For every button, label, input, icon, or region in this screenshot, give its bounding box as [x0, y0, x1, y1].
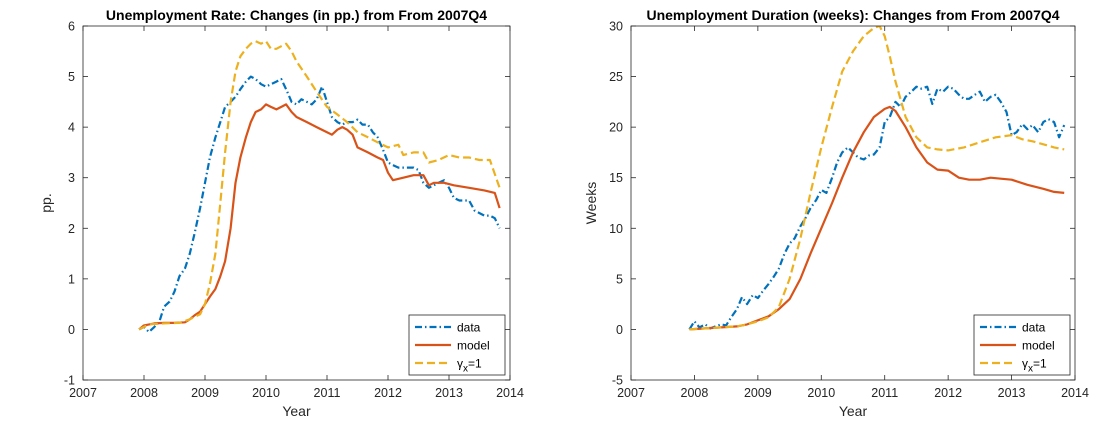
y-axis-label: Weeks	[583, 182, 599, 225]
y-tick-label: 4	[68, 121, 75, 135]
y-tick-label: 0	[616, 323, 623, 337]
legend-label: model	[457, 339, 490, 353]
legend-label: data	[1022, 321, 1046, 335]
x-tick-label: 2011	[314, 386, 341, 400]
y-tick-label: 6	[68, 20, 75, 34]
legend: data model γx=1	[973, 314, 1071, 376]
x-axis-label: Year	[282, 403, 311, 419]
x-tick-label: 2010	[807, 386, 835, 400]
series-line-x1	[689, 26, 1065, 331]
legend-label: γx=1	[1022, 357, 1047, 375]
y-tick-label: 20	[609, 121, 623, 135]
series-line-data	[688, 85, 1066, 330]
legend-label: model	[1022, 339, 1055, 353]
y-tick-label: 15	[609, 171, 623, 185]
x-tick-label: 2013	[435, 386, 463, 400]
y-tick-label: 30	[609, 20, 623, 34]
y-tick-label: 2	[68, 222, 75, 236]
y-tick-label: 5	[68, 70, 75, 84]
y-axis-label: pp.	[38, 193, 54, 212]
unemployment-duration-chart: 2007 2008 2009 2010 2011 2012 2013 2014 -5 0 5 10 15…	[583, 7, 1089, 419]
x-tick-label: 2012	[374, 386, 402, 400]
y-tick-label: 10	[609, 222, 623, 236]
series-line-x1	[138, 40, 501, 331]
legend-label: data	[457, 321, 481, 335]
x-tick-label: 2014	[496, 386, 524, 400]
x-tick-label: 2013	[998, 386, 1026, 400]
x-tick-label: 2007	[69, 386, 97, 400]
x-tick-label: 2007	[617, 386, 645, 400]
legend-label: γx=1	[457, 357, 482, 375]
x-axis-label: Year	[839, 403, 868, 419]
x-tick-label: 2008	[130, 386, 158, 400]
unemployment-rate-chart: 2007 2008 2009 2010 2011 2012 2013 2014 -1 0 1 2 3 4 5…	[38, 7, 524, 419]
x-tick-label: 2014	[1061, 386, 1089, 400]
legend: data model γx=1	[408, 314, 506, 376]
chart-title: Unemployment Duration (weeks): Changes f…	[646, 7, 1059, 23]
chart-title: Unemployment Rate: Changes (in pp.) from…	[106, 7, 487, 23]
x-tick-label: 2008	[681, 386, 709, 400]
x-tick-label: 2012	[934, 386, 962, 400]
x-tick-label: 2009	[744, 386, 772, 400]
series-group	[688, 26, 1066, 331]
x-tick-label: 2011	[871, 386, 898, 400]
x-tick-label: 2009	[191, 386, 219, 400]
series-group	[138, 40, 501, 334]
y-tick-label: 25	[609, 70, 623, 84]
y-tick-label: 5	[616, 272, 623, 286]
y-tick-label: -5	[612, 374, 623, 388]
y-tick-label: -1	[64, 374, 75, 388]
y-tick-label: 3	[68, 171, 75, 185]
y-tick-label: 0	[68, 323, 75, 337]
axes-box	[630, 25, 1076, 381]
y-tick-label: 1	[68, 272, 75, 286]
axes-box	[82, 25, 511, 381]
x-tick-label: 2010	[252, 386, 280, 400]
